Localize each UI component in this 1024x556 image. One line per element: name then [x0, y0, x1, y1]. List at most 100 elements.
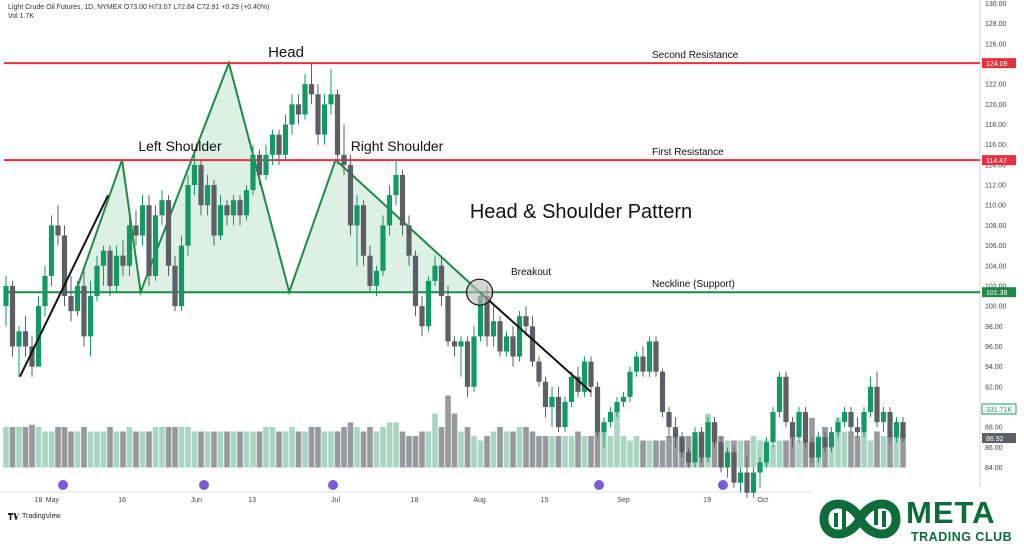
price-label-text: 101.38	[986, 290, 1008, 297]
candle-body	[74, 285, 81, 312]
x-tick-label: Oct	[757, 497, 768, 504]
x-tick-label: May	[46, 497, 60, 504]
candle-body	[87, 296, 94, 337]
candle-body	[334, 94, 341, 155]
y-tick-label: 86.00	[985, 445, 1003, 452]
volume-bar	[523, 427, 529, 468]
volume-bar	[55, 427, 61, 468]
volume-bar	[549, 436, 555, 468]
y-tick-label: 84.00	[985, 465, 1003, 472]
volume-bar	[9, 427, 16, 468]
candle-body	[672, 427, 679, 438]
volume-bar	[451, 413, 458, 468]
volume-bar	[659, 440, 666, 468]
tradingview-logo[interactable]: TradingView	[8, 513, 61, 520]
candle-body	[94, 265, 100, 297]
x-tick-label: 19	[703, 497, 711, 504]
head-label: Head	[268, 44, 304, 61]
x-tick-label: 15	[541, 497, 549, 504]
volume-bar	[874, 431, 880, 468]
volume-bar	[133, 431, 139, 468]
x-tick-label: Jul	[331, 497, 340, 504]
candle-body	[282, 124, 289, 155]
price-label-text: 124.09	[986, 61, 1008, 68]
volume-bar	[867, 440, 874, 468]
candle-body	[373, 270, 380, 286]
candle-body	[861, 412, 867, 433]
candle-body	[347, 164, 354, 226]
candle-body	[16, 331, 22, 347]
candle-body	[139, 205, 146, 236]
volume-bar	[412, 436, 419, 468]
volume-bar	[42, 431, 48, 468]
event-marker-icon	[199, 480, 209, 490]
candle-body	[646, 341, 653, 372]
candle-body	[269, 134, 276, 155]
volume-bar	[178, 427, 185, 468]
candle-body	[178, 245, 185, 307]
candle-body	[607, 412, 614, 423]
volume-bar	[464, 427, 471, 468]
candle-body	[581, 361, 588, 392]
volume-bar	[198, 431, 204, 468]
volume-bar	[471, 436, 477, 468]
candle-body	[458, 341, 464, 347]
x-tick-label: 16	[118, 497, 126, 504]
volume-bar	[783, 440, 789, 468]
y-tick-label: 126.00	[985, 41, 1007, 48]
volume-bar	[419, 431, 425, 468]
candle-body	[445, 296, 451, 342]
candle-body	[698, 432, 705, 458]
candle-body	[705, 422, 711, 458]
volume-bar	[614, 409, 620, 468]
candle-body	[100, 250, 107, 266]
volume-bar	[29, 424, 35, 468]
candle-body	[419, 306, 425, 327]
volume-bar	[237, 431, 243, 468]
event-marker-icon	[718, 480, 728, 490]
candle-body	[464, 341, 471, 387]
event-marker-icon	[594, 480, 604, 490]
candle-body	[640, 356, 646, 372]
candle-body	[542, 381, 549, 407]
candle-body	[107, 250, 113, 286]
y-tick-label: 104.00	[985, 263, 1007, 270]
volume-bar	[503, 431, 510, 468]
volume-bar	[575, 431, 581, 468]
volume-bar	[22, 427, 29, 468]
x-tick-label: 18	[411, 497, 419, 504]
candle-body	[471, 336, 477, 387]
candle-body	[516, 316, 523, 357]
price-label-box	[982, 287, 1016, 298]
price-label-box	[982, 58, 1016, 69]
volume-bar	[152, 427, 159, 468]
volume-bar	[555, 436, 562, 468]
y-tick-label: 114.00	[985, 162, 1006, 169]
candle-body	[815, 437, 822, 458]
event-markers	[58, 480, 728, 490]
candle-body	[490, 321, 497, 337]
candle-body	[217, 205, 224, 236]
y-tick-label: 106.00	[985, 243, 1007, 250]
level-label: Neckline (Support)	[652, 279, 735, 290]
price-label-box	[982, 155, 1016, 166]
candle-body	[529, 326, 536, 362]
candle-body	[172, 265, 178, 307]
volume-bar	[484, 436, 490, 468]
price-label-box	[981, 403, 1017, 415]
volume-bar	[146, 431, 152, 468]
volume-bar	[295, 431, 302, 468]
volume-bar	[217, 431, 224, 468]
candle-body	[198, 164, 204, 206]
candle-body	[152, 215, 159, 276]
y-tick-label: 120.00	[985, 102, 1007, 109]
y-tick-label: 92.00	[985, 384, 1003, 391]
volume-bar	[796, 440, 802, 468]
y-tick-label: 130.00	[985, 1, 1007, 8]
trendline	[478, 291, 592, 393]
volume-bar	[380, 427, 386, 468]
candle-body	[679, 437, 685, 453]
volume-bar	[542, 436, 549, 468]
candle-body	[633, 356, 640, 372]
